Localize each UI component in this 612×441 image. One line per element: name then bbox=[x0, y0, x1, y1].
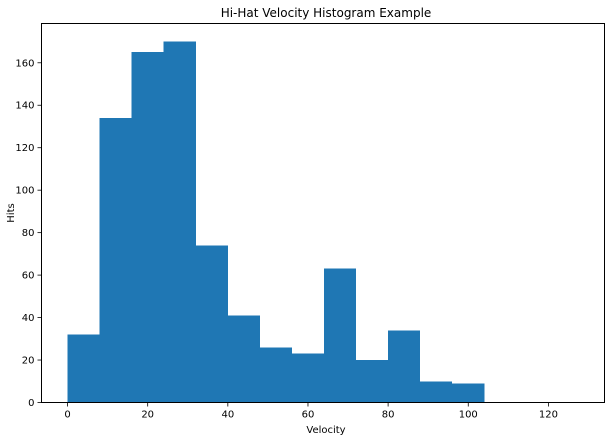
histogram-bar bbox=[99, 117, 132, 403]
x-tick-label: 80 bbox=[382, 410, 395, 421]
y-axis-label: Hits bbox=[6, 203, 17, 222]
y-tick-label: 100 bbox=[15, 186, 34, 197]
plot-frame bbox=[41, 23, 605, 403]
histogram-bar bbox=[420, 381, 453, 403]
x-axis-ticks: 0 20 40 60 80 100 120 bbox=[64, 402, 558, 421]
y-tick-label: 120 bbox=[15, 143, 34, 154]
histogram-bar bbox=[259, 347, 292, 403]
x-axis-label: Velocity bbox=[306, 425, 345, 436]
histogram-bar bbox=[388, 330, 421, 403]
histogram-bar bbox=[163, 41, 196, 403]
y-tick-label: 20 bbox=[22, 356, 35, 367]
x-tick-label: 0 bbox=[64, 410, 70, 421]
chart-title: Hi-Hat Velocity Histogram Example bbox=[221, 6, 432, 20]
histogram-bar bbox=[131, 52, 164, 403]
histogram-bar bbox=[195, 245, 228, 403]
y-tick-label: 160 bbox=[15, 58, 34, 69]
y-tick-label: 140 bbox=[15, 101, 34, 112]
x-tick-label: 60 bbox=[302, 410, 315, 421]
histogram-bar bbox=[227, 315, 260, 403]
y-tick-label: 60 bbox=[22, 271, 35, 282]
y-tick-label: 80 bbox=[22, 228, 35, 239]
histogram-bar bbox=[291, 353, 325, 403]
bars-group bbox=[67, 41, 485, 403]
histogram-bar bbox=[67, 334, 100, 403]
histogram-bar bbox=[452, 383, 485, 403]
x-tick-label: 100 bbox=[459, 410, 478, 421]
x-tick-label: 20 bbox=[141, 410, 154, 421]
y-tick-label: 40 bbox=[22, 313, 35, 324]
histogram-bar bbox=[356, 360, 389, 403]
y-axis-ticks: 0 20 40 60 80 100 120 140 160 bbox=[15, 58, 42, 409]
histogram-bar bbox=[324, 268, 357, 403]
x-tick-label: 120 bbox=[539, 410, 558, 421]
y-tick-label: 0 bbox=[28, 398, 34, 409]
x-tick-label: 40 bbox=[221, 410, 234, 421]
